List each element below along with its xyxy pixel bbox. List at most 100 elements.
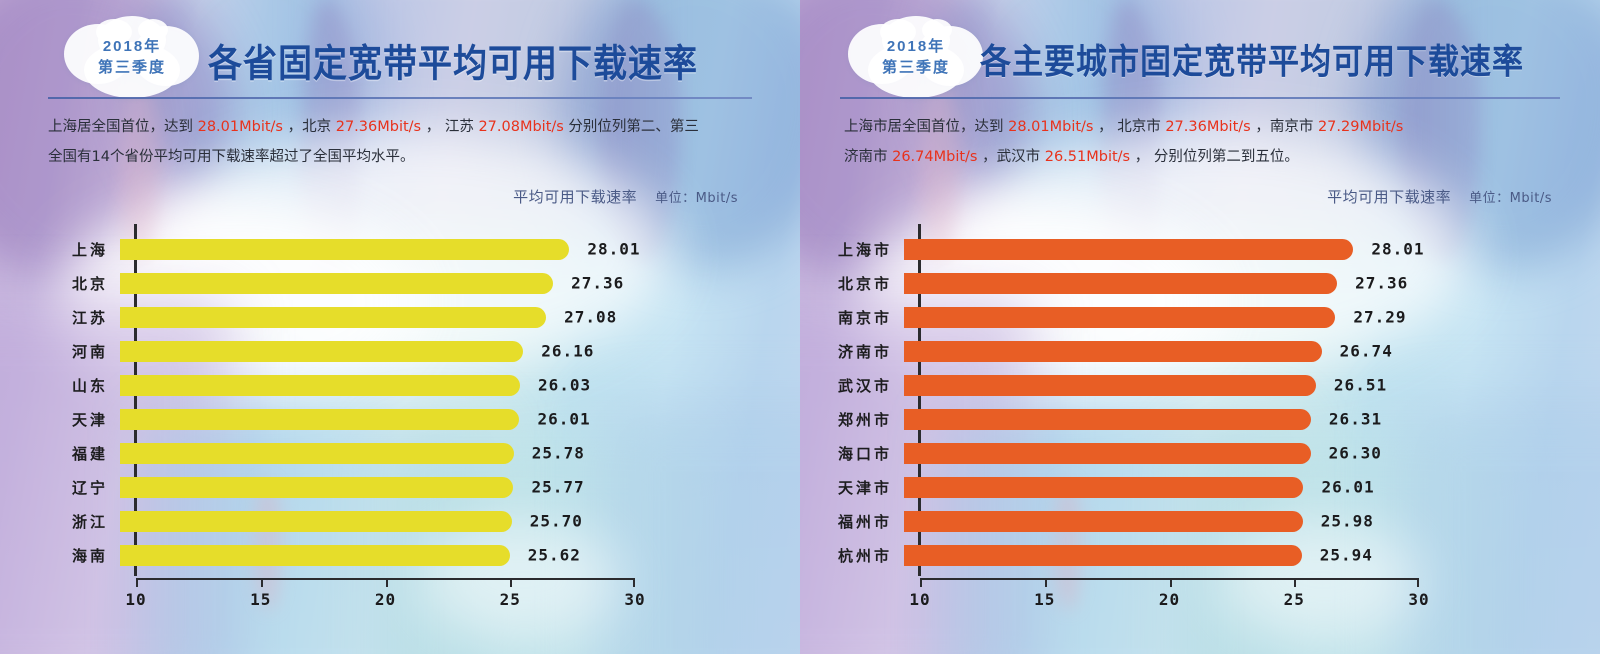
y-axis-line-left <box>134 224 137 576</box>
page-title-left: 各省固定宽带平均可用下载速率 <box>208 42 698 87</box>
x-axis-tick <box>1417 578 1419 587</box>
bar-value-label: 27.36 <box>571 273 625 293</box>
x-axis-tick-label: 20 <box>1158 590 1181 609</box>
lead-text: 上海市居全国首位，达到 <box>844 119 1009 135</box>
lead-highlight: 28.01Mbit/s <box>1008 119 1094 135</box>
bar-value-label: 26.03 <box>537 375 592 395</box>
lead-text: ， 北京市 <box>1093 119 1166 135</box>
bar-row: 杭州市 25.94 <box>800 538 1600 572</box>
bar-track: 27.36 <box>120 266 800 300</box>
bar-track: 28.01 <box>120 232 800 266</box>
bar-row: 浙江 25.70 <box>0 504 800 538</box>
lead-text: ，南京市 <box>1250 119 1318 135</box>
quarter-badge-left: 2018年 第三季度 <box>58 14 206 100</box>
bar-track: 26.30 <box>904 436 1600 470</box>
bar-chart-right: 上海市 28.01 北京市 27.36 南京市 27.29 济南市 26.74 武汉市 26.51… <box>800 216 1600 609</box>
bar <box>904 272 1338 294</box>
bar <box>120 374 520 396</box>
bar-track: 26.16 <box>120 334 800 368</box>
x-axis-tick <box>633 578 635 587</box>
bar-category-label: 北京市 <box>837 274 892 293</box>
badge-year-left: 2018年 <box>102 38 162 56</box>
bar-value-label: 25.70 <box>529 511 583 531</box>
bar <box>120 340 524 362</box>
x-axis-tick <box>136 578 138 587</box>
bar <box>904 374 1316 396</box>
bar-category-label: 浙江 <box>71 512 108 531</box>
bar-track: 25.78 <box>120 436 800 470</box>
bar-track: 25.77 <box>120 470 800 504</box>
bar-category-label: 南京市 <box>837 308 892 327</box>
x-axis-tick-label: 15 <box>250 590 272 609</box>
bar-value-label: 27.36 <box>1355 273 1409 293</box>
bar-value-label: 25.62 <box>527 545 581 565</box>
bar-row: 天津 26.01 <box>0 402 800 436</box>
bar-track: 26.01 <box>120 402 800 436</box>
bar-value-label: 25.77 <box>531 477 585 497</box>
chart-legend-right: 平均可用下载速率 单位：Mbit/s <box>1327 186 1552 207</box>
bar-track: 26.74 <box>904 334 1600 368</box>
bar <box>120 476 514 498</box>
bar <box>120 408 520 430</box>
badge-quarter-left: 第三季度 <box>97 58 166 76</box>
lead-highlight: 26.74Mbit/s <box>892 149 978 165</box>
bar-value-label: 26.51 <box>1333 375 1388 395</box>
bar <box>120 510 512 532</box>
bar-track: 25.98 <box>904 504 1600 538</box>
bar-category-label: 山东 <box>71 376 108 395</box>
bar-track: 28.01 <box>904 232 1600 266</box>
bar-category-label: 郑州市 <box>837 410 892 429</box>
bar-track: 26.03 <box>120 368 800 402</box>
bar-category-label: 福州市 <box>837 512 892 531</box>
bar-track: 25.62 <box>120 538 800 572</box>
bar-value-label: 25.98 <box>1320 511 1374 531</box>
bar-category-label: 天津 <box>71 410 108 429</box>
bar <box>120 272 554 294</box>
x-axis-tick <box>1294 578 1297 587</box>
bar-row: 江苏 27.08 <box>0 300 800 334</box>
bar-row: 辽宁 25.77 <box>0 470 800 504</box>
bar-category-label: 辽宁 <box>71 478 108 497</box>
panel-cities: 2018年 第三季度 各主要城市固定宽带平均可用下载速率 上海市居全国首位，达到… <box>800 0 1600 654</box>
bar-row: 上海 28.01 <box>0 232 800 266</box>
bar-category-label: 武汉市 <box>837 376 892 395</box>
badge-year-right: 2018年 <box>886 38 946 56</box>
bar-row: 郑州市 26.31 <box>800 402 1600 436</box>
bar-category-label: 福建 <box>71 444 108 463</box>
bar-track: 26.51 <box>904 368 1600 402</box>
legend-label-right: 平均可用下载速率 <box>1327 188 1452 206</box>
lead-text: ，武汉市 <box>977 149 1045 165</box>
lead-text: ， 分别位列第二到五位。 <box>1130 149 1299 165</box>
lead-highlight: 26.51Mbit/s <box>1044 149 1131 165</box>
lead-paragraph-right: 上海市居全国首位，达到 28.01Mbit/s ， 北京市 27.36Mbit/… <box>844 112 1570 172</box>
bar-track: 26.31 <box>904 402 1600 436</box>
bar-track: 27.29 <box>904 300 1600 334</box>
page-title-right: 各主要城市固定宽带平均可用下载速率 <box>980 42 1524 83</box>
x-axis-tick <box>510 578 513 587</box>
x-axis-tick <box>385 578 388 587</box>
lead-paragraph-left: 上海居全国首位，达到 28.01Mbit/s ，北京 27.36Mbit/s ，… <box>48 112 764 172</box>
bar-track: 27.08 <box>120 300 800 334</box>
bar <box>120 238 570 260</box>
x-axis-tick <box>260 578 263 587</box>
bar <box>904 442 1311 464</box>
bar-category-label: 海南 <box>71 546 108 565</box>
bar-category-label: 河南 <box>71 342 108 361</box>
lead-text: 济南市 <box>844 149 893 165</box>
lead-highlight: 27.36Mbit/s <box>335 119 422 135</box>
x-axis-tick-label: 25 <box>499 590 521 609</box>
bar-row: 济南市 26.74 <box>800 334 1600 368</box>
panel-provinces: 2018年 第三季度 各省固定宽带平均可用下载速率 上海居全国首位，达到 28.… <box>0 0 800 654</box>
bar-rows-right: 上海市 28.01 北京市 27.36 南京市 27.29 济南市 26.74 武汉市 26.51… <box>800 232 1600 572</box>
lead-text: 全国有14个省份平均可用下载速率超过了全国平均水平。 <box>48 149 415 165</box>
bar-row: 河南 26.16 <box>0 334 800 368</box>
bar-row: 武汉市 26.51 <box>800 368 1600 402</box>
x-axis-left: 10 15 20 25 30 <box>125 578 645 618</box>
bar-category-label: 上海市 <box>837 240 892 259</box>
lead-text: 分别位列第二、第三 <box>563 119 699 135</box>
x-axis-tick-label: 10 <box>909 590 931 609</box>
bar-value-label: 28.01 <box>587 239 641 259</box>
bar-value-label: 27.29 <box>1353 307 1407 327</box>
bar-category-label: 江苏 <box>71 308 108 327</box>
